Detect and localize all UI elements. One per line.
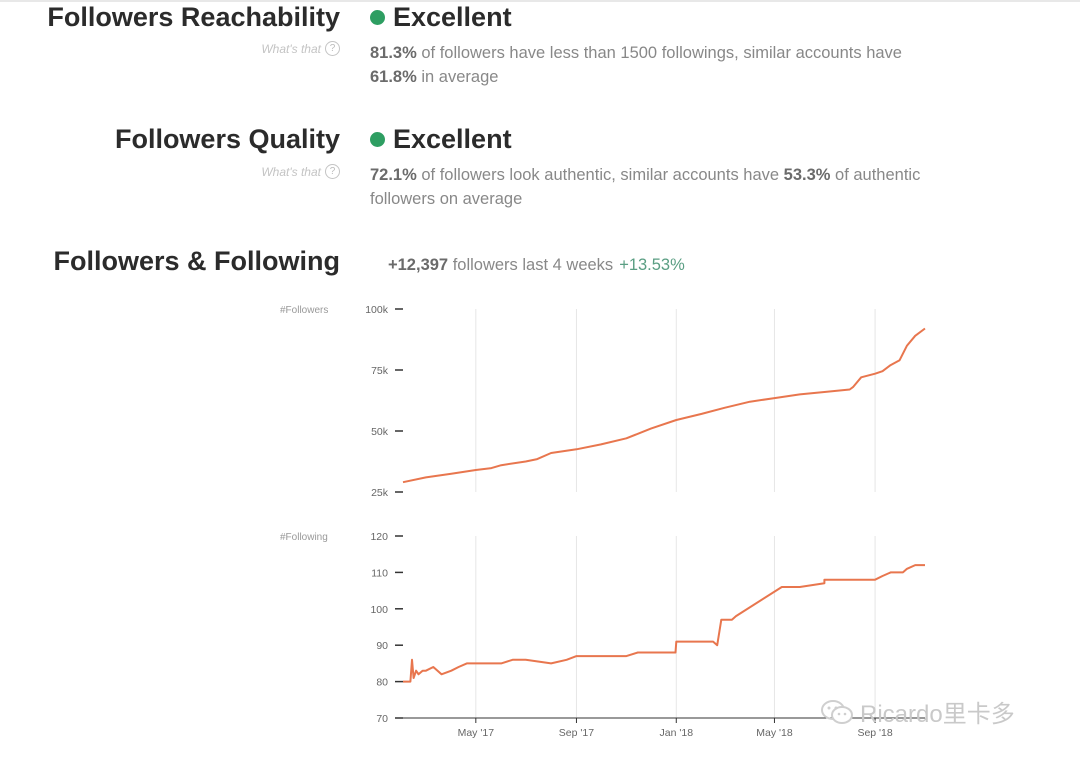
reachability-rating: Excellent: [370, 2, 512, 33]
watermark: Ricardo里卡多: [820, 694, 1015, 729]
growth-count: +12,397: [388, 256, 449, 274]
reachability-title: Followers Reachability: [47, 2, 340, 32]
x-tick-label: May '17: [458, 727, 495, 739]
y-tick-label: 100k: [365, 304, 389, 316]
x-tick-label: Jan '18: [660, 727, 694, 739]
y-tick-label: 50k: [371, 426, 389, 438]
reachability-rating-label: Excellent: [393, 2, 512, 32]
top-divider: [0, 0, 1080, 2]
y-tick-label: 70: [376, 713, 388, 725]
y-tick-label: 100: [370, 604, 388, 616]
reachability-whats-that-link[interactable]: What's that ?: [261, 41, 340, 56]
quality-description: 72.1% of followers look authentic, simil…: [370, 163, 950, 211]
reachability-stat1: 81.3%: [370, 44, 417, 62]
quality-text1: of followers look authentic, similar acc…: [416, 166, 784, 184]
reachability-description: 81.3% of followers have less than 1500 f…: [370, 41, 950, 89]
growth-summary: +12,397 followers last 4 weeks +13.53%: [388, 256, 685, 275]
y-axis-label: #Followers: [280, 305, 328, 316]
reachability-text2: in average: [416, 68, 499, 86]
y-tick-label: 25k: [371, 487, 389, 499]
watermark-text: Ricardo里卡多: [860, 701, 1015, 728]
y-axis-label: #Following: [280, 532, 328, 543]
x-tick-label: May '18: [756, 727, 793, 739]
quality-rating: Excellent: [370, 124, 512, 155]
question-icon: ?: [325, 41, 340, 56]
whats-that-label: What's that: [261, 164, 321, 179]
wechat-icon: [821, 699, 853, 724]
growth-percent: +13.53%: [619, 256, 685, 274]
question-icon: ?: [325, 164, 340, 179]
quality-stat1: 72.1%: [370, 166, 417, 184]
y-tick-label: 120: [370, 531, 388, 543]
quality-text2: of authentic followers on average: [370, 166, 921, 208]
whats-that-label: What's that: [261, 41, 321, 56]
y-tick-label: 75k: [371, 365, 389, 377]
series-line: [402, 327, 926, 484]
series-line: [403, 564, 925, 683]
y-tick-label: 110: [371, 567, 388, 579]
y-tick-label: 90: [376, 640, 388, 652]
status-dot-icon: [370, 132, 385, 147]
x-tick-label: Sep '18: [857, 727, 892, 739]
x-tick-label: Sep '17: [559, 727, 594, 739]
growth-title: Followers & Following: [53, 246, 341, 276]
quality-stat2: 53.3%: [783, 166, 831, 184]
quality-rating-label: Excellent: [393, 124, 512, 154]
chart-1: #Followers 25k 50k 75k 100k: [280, 304, 926, 499]
reachability-text1: of followers have less than 1500 followi…: [416, 44, 902, 62]
quality-title: Followers Quality: [114, 124, 340, 154]
y-tick-label: 80: [376, 677, 388, 689]
reachability-stat2: 61.8%: [370, 68, 417, 86]
quality-whats-that-link[interactable]: What's that ?: [261, 164, 340, 179]
growth-text: followers last 4 weeks: [448, 256, 614, 274]
status-dot-icon: [370, 10, 385, 25]
